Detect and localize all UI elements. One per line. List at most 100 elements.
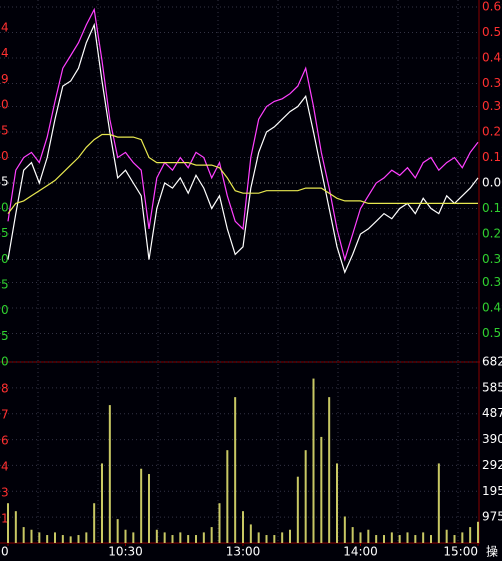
volume-bar [124, 529, 127, 543]
volume-bar [453, 535, 456, 543]
left-label: 0 [1, 149, 9, 163]
volume-bar [163, 532, 166, 543]
volume-bar [202, 532, 205, 543]
volume-bar [101, 463, 103, 543]
volume-bar [148, 474, 150, 543]
y-tick-label: 0.30 [482, 99, 502, 113]
volume-bar [234, 397, 237, 543]
volume-bar [210, 527, 213, 543]
volume-bar [108, 405, 111, 543]
volume-tick-label: 2925 [482, 458, 502, 472]
volume-tick-label: 3900 [482, 432, 502, 446]
volume-bar [437, 463, 440, 543]
volume-bar [430, 535, 432, 543]
volume-bar [54, 532, 56, 543]
y-tick-label: 0.39 [482, 76, 502, 90]
volume-bar [61, 535, 64, 543]
volume-bar [38, 532, 41, 543]
volume-tick-label: 682 [482, 355, 502, 369]
y-tick-label: 0.30 [482, 252, 502, 266]
volume-bar [289, 529, 291, 543]
left-label: 5 [1, 278, 9, 292]
volume-bar [328, 397, 331, 543]
x-tick-label: 13:00 [226, 545, 261, 559]
volume-bar [218, 503, 221, 543]
volume-bar [359, 532, 362, 543]
volume-bar [7, 503, 9, 543]
y-tick-label: 0.00 [482, 176, 502, 190]
y-tick-label: 0.20 [482, 227, 502, 241]
volume-bar [398, 535, 401, 543]
left-label: 0 [1, 303, 9, 317]
volume-bar [343, 516, 346, 543]
y-tick-label: 0.39 [482, 275, 502, 289]
volume-bar [422, 532, 425, 543]
volume-bar [46, 535, 49, 543]
volume-bar [140, 468, 143, 543]
left-label: 5 [1, 226, 9, 240]
volume-bar [249, 524, 252, 543]
left-label: 1 [1, 512, 9, 526]
left-label: 0 [1, 200, 9, 214]
volume-bar [30, 529, 33, 543]
volume-bar [187, 535, 190, 543]
x-tick-label: 14:00 [343, 545, 378, 559]
left-label: 6 [1, 434, 9, 448]
volume-bar [155, 529, 158, 543]
y-tick-label: 0.20 [482, 124, 502, 138]
left-label: 0 [1, 98, 9, 112]
volume-bar [195, 535, 197, 543]
volume-bar [383, 535, 385, 543]
left-label: 5 [1, 175, 9, 189]
volume-bar [242, 511, 244, 543]
volume-bar [85, 532, 88, 543]
price-line [7, 7, 479, 262]
volume-bar [367, 529, 370, 543]
left-label: 0 [1, 252, 9, 266]
left-label: 4 [1, 46, 9, 60]
left-label: 4 [1, 460, 9, 474]
volume-bar [320, 436, 323, 543]
y-tick-label: 0.59 [482, 326, 502, 340]
y-tick-label: 0.49 [482, 51, 502, 65]
x-tick-label: 15:00 [443, 545, 478, 559]
y-tick-label: 0.10 [482, 150, 502, 164]
y-tick-label: 0.10 [482, 201, 502, 215]
volume-bar [132, 532, 135, 543]
volume-tick-label: 975 [482, 510, 502, 524]
price-line [7, 133, 478, 214]
price-line [7, 22, 479, 275]
volume-bar [14, 511, 17, 543]
left-label: 5 [1, 329, 9, 343]
volume-bar [469, 527, 472, 543]
volume-bar [336, 463, 338, 543]
volume-tick-label: 1950 [482, 484, 502, 498]
volume-bar [375, 535, 378, 543]
volume-bar [77, 535, 80, 543]
corner-label: 操 [486, 544, 498, 559]
volume-bar [414, 535, 417, 543]
left-label: 7 [1, 408, 9, 422]
volume-tick-label: 5850 [482, 380, 502, 394]
volume-bar [445, 529, 448, 543]
volume-bar [93, 503, 96, 543]
volume-bar [257, 532, 260, 543]
x-tick-label: 0 [1, 545, 9, 559]
left-label: 3 [1, 486, 9, 500]
volume-bar [304, 450, 307, 543]
y-tick-label: 0.49 [482, 300, 502, 314]
y-tick-label: 0.69 [482, 0, 502, 14]
volume-bar [69, 536, 72, 543]
volume-bar [116, 519, 119, 543]
volume-bar [22, 527, 25, 543]
left-label: 5 [1, 123, 9, 137]
left-label: 4 [1, 21, 9, 35]
volume-tick-label: 4875 [482, 406, 502, 420]
volume-bar [273, 535, 276, 543]
volume-bar [390, 532, 393, 543]
volume-bar [296, 476, 299, 543]
volume-bar [477, 521, 479, 543]
volume-bar [226, 450, 229, 543]
